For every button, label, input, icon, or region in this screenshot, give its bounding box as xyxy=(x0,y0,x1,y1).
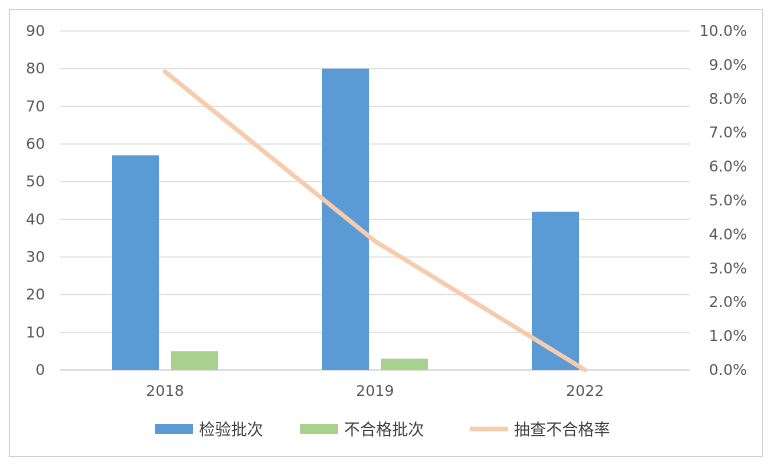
left-tick-label: 0 xyxy=(35,361,45,379)
bar-不合格批次-2018 xyxy=(171,351,218,370)
right-tick-label: 8.0% xyxy=(709,90,747,108)
right-tick-label: 0.0% xyxy=(709,361,747,379)
category-labels: 2018 2019 2022 xyxy=(146,382,604,400)
left-tick-label: 50 xyxy=(26,173,45,191)
legend: 检验批次 不合格批次 抽查不合格率 xyxy=(155,420,610,439)
right-tick-label: 5.0% xyxy=(709,192,747,210)
bars xyxy=(112,68,579,371)
legend-swatch xyxy=(300,424,338,434)
right-tick-label: 2.0% xyxy=(709,293,747,311)
category-label: 2019 xyxy=(356,382,394,400)
left-tick-label: 40 xyxy=(26,210,45,228)
rate-line xyxy=(162,69,588,373)
legend-label: 不合格批次 xyxy=(344,420,424,439)
right-tick-label: 1.0% xyxy=(709,327,747,345)
line-series-rate xyxy=(162,69,588,373)
left-tick-label: 10 xyxy=(26,323,45,341)
legend-swatch xyxy=(155,424,193,434)
bar-不合格批次-2019 xyxy=(381,358,428,370)
right-tick-label: 3.0% xyxy=(709,259,747,277)
right-tick-label: 4.0% xyxy=(709,225,747,243)
left-tick-label: 80 xyxy=(26,60,45,78)
legend-label: 检验批次 xyxy=(199,420,263,439)
left-tick-label: 70 xyxy=(26,97,45,115)
category-label: 2018 xyxy=(146,382,184,400)
bar-检验批次-2018 xyxy=(112,155,159,370)
left-axis-ticks: 0 10 20 30 40 50 60 70 80 90 xyxy=(26,22,45,379)
bar-检验批次-2022 xyxy=(532,211,579,370)
left-tick-label: 90 xyxy=(26,22,45,40)
left-tick-label: 20 xyxy=(26,286,45,304)
right-tick-label: 7.0% xyxy=(709,124,747,142)
category-label: 2022 xyxy=(566,382,604,400)
right-tick-label: 6.0% xyxy=(709,158,747,176)
left-tick-label: 30 xyxy=(26,248,45,266)
right-tick-label: 10.0% xyxy=(699,22,747,40)
left-tick-label: 60 xyxy=(26,135,45,153)
right-axis-ticks: 0.0% 1.0% 2.0% 3.0% 4.0% 5.0% 6.0% 7.0% 8.0% 9.0%… xyxy=(699,22,747,379)
right-tick-label: 9.0% xyxy=(709,56,747,74)
legend-label: 抽查不合格率 xyxy=(514,420,610,439)
